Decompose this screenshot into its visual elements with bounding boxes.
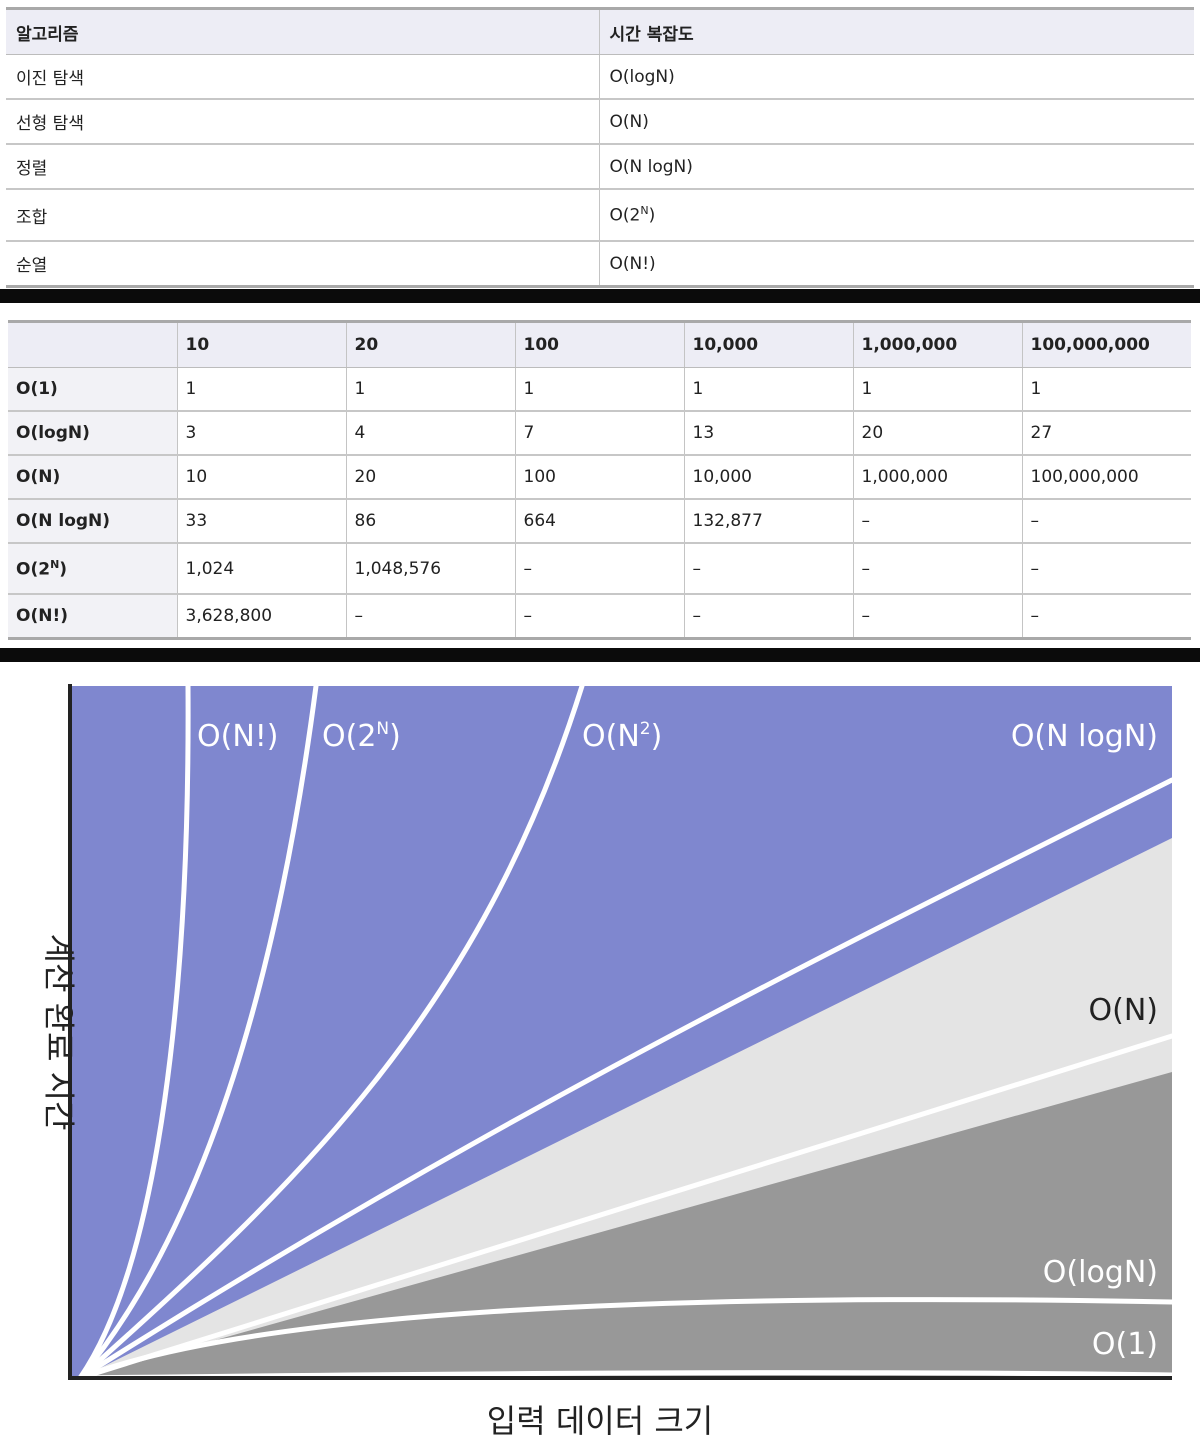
cell-value: 13: [684, 411, 854, 456]
fast-region: [80, 1072, 1172, 1380]
cell-value: –: [684, 594, 854, 640]
complexity-growth-chart: O(N!) O(2N) O(N2) O(N logN) O(logN) O(1)…: [40, 683, 1175, 1440]
curve-o-nlogn: [77, 777, 1175, 1381]
header-n: 100,000,000: [1022, 320, 1191, 368]
complexity-value: O(2N): [599, 189, 1194, 242]
cell-value: 1,000,000: [853, 455, 1023, 500]
cell-value: –: [853, 499, 1023, 544]
algorithm-name: 순열: [6, 241, 600, 288]
algorithm-name: 조합: [6, 189, 600, 242]
separator-bar: [0, 289, 1200, 303]
header-n: 1,000,000: [853, 320, 1023, 368]
cell-value: –: [1022, 499, 1191, 544]
cell-value: 33: [177, 499, 347, 544]
curve-o-2n: [77, 683, 319, 1381]
cell-value: 1: [684, 367, 854, 412]
cell-value: 3: [177, 411, 347, 456]
cell-value: 7: [515, 411, 685, 456]
cell-value: 3,628,800: [177, 594, 347, 640]
y-axis-label: 계산 완료 시간: [40, 934, 78, 1131]
row-label: O(N!): [8, 594, 178, 640]
operation-count-table: 10 20 100 10,000 1,000,000 100,000,000 O…: [8, 320, 1191, 640]
algorithm-name: 이진 탐색: [6, 54, 600, 100]
header-n: 10: [177, 320, 347, 368]
label-o-nlogn: O(N logN): [1011, 719, 1158, 754]
cell-value: 664: [515, 499, 685, 544]
cell-value: –: [515, 594, 685, 640]
header-corner: [8, 320, 178, 368]
cell-value: –: [853, 594, 1023, 640]
table-row: 이진 탐색 O(logN): [6, 54, 1194, 100]
header-n: 10,000: [684, 320, 854, 368]
chart-axes: [68, 684, 1172, 1380]
table-row: 정렬 O(N logN): [6, 144, 1194, 190]
label-o-n2: O(N2): [582, 719, 662, 754]
table-header-row: 10 20 100 10,000 1,000,000 100,000,000: [8, 320, 1191, 368]
cell-value: –: [515, 543, 685, 595]
table-row: 선형 탐색 O(N): [6, 99, 1194, 145]
row-label: O(N): [8, 455, 178, 500]
row-label: O(N logN): [8, 499, 178, 544]
curve-o-nfact: [77, 683, 191, 1381]
table-row: O(1) 1 1 1 1 1 1: [8, 367, 1191, 412]
header-n: 20: [346, 320, 516, 368]
table-row: 순열 O(N!): [6, 241, 1194, 288]
cell-value: 4: [346, 411, 516, 456]
cell-value: 20: [346, 455, 516, 500]
row-label: O(logN): [8, 411, 178, 456]
label-o-nfact: O(N!): [197, 719, 279, 754]
table-header-row: 알고리즘 시간 복잡도: [6, 7, 1194, 55]
cell-value: 86: [346, 499, 516, 544]
table-row: 조합 O(2N): [6, 189, 1194, 242]
cell-value: 1: [177, 367, 347, 412]
cell-value: 1: [853, 367, 1023, 412]
row-label: O(1): [8, 367, 178, 412]
separator-bar: [0, 648, 1200, 662]
cell-value: 1,048,576: [346, 543, 516, 595]
cell-value: 132,877: [684, 499, 854, 544]
cell-value: 100,000,000: [1022, 455, 1191, 500]
curve-o-n2: [77, 683, 585, 1381]
cell-value: 100: [515, 455, 685, 500]
header-time-complexity: 시간 복잡도: [599, 7, 1194, 55]
cell-value: –: [346, 594, 516, 640]
x-axis-label: 입력 데이터 크기: [487, 1402, 713, 1440]
algorithm-complexity-table: 알고리즘 시간 복잡도 이진 탐색 O(logN) 선형 탐색 O(N) 정렬 …: [6, 7, 1194, 288]
complexity-value: O(N!): [599, 241, 1194, 288]
table-row: O(logN) 3 4 7 13 20 27: [8, 411, 1191, 456]
cell-value: –: [1022, 594, 1191, 640]
complexity-value: O(logN): [599, 54, 1194, 100]
complexity-value: O(N logN): [599, 144, 1194, 190]
cell-value: –: [853, 543, 1023, 595]
cell-value: 10: [177, 455, 347, 500]
table-row: O(N) 10 20 100 10,000 1,000,000 100,000,…: [8, 455, 1191, 500]
cell-value: 10,000: [684, 455, 854, 500]
table-row: O(2N) 1,024 1,048,576 – – – –: [8, 543, 1191, 595]
cell-value: 1: [346, 367, 516, 412]
cell-value: 1,024: [177, 543, 347, 595]
label-o-1: O(1): [1092, 1327, 1158, 1362]
cell-value: 1: [1022, 367, 1191, 412]
label-o-logn: O(logN): [1043, 1255, 1158, 1290]
table-row: O(N!) 3,628,800 – – – – –: [8, 594, 1191, 640]
label-o-n: O(N): [1089, 993, 1158, 1028]
header-n: 100: [515, 320, 685, 368]
cell-value: 1: [515, 367, 685, 412]
cell-value: –: [684, 543, 854, 595]
row-label: O(2N): [8, 543, 178, 595]
algorithm-name: 정렬: [6, 144, 600, 190]
algorithm-name: 선형 탐색: [6, 99, 600, 145]
header-algorithm: 알고리즘: [6, 7, 600, 55]
label-o-2n: O(2N): [322, 719, 401, 754]
cell-value: 20: [853, 411, 1023, 456]
table-row: O(N logN) 33 86 664 132,877 – –: [8, 499, 1191, 544]
curve-o-n: [77, 1033, 1175, 1381]
complexity-value: O(N): [599, 99, 1194, 145]
cell-value: –: [1022, 543, 1191, 595]
cell-value: 27: [1022, 411, 1191, 456]
